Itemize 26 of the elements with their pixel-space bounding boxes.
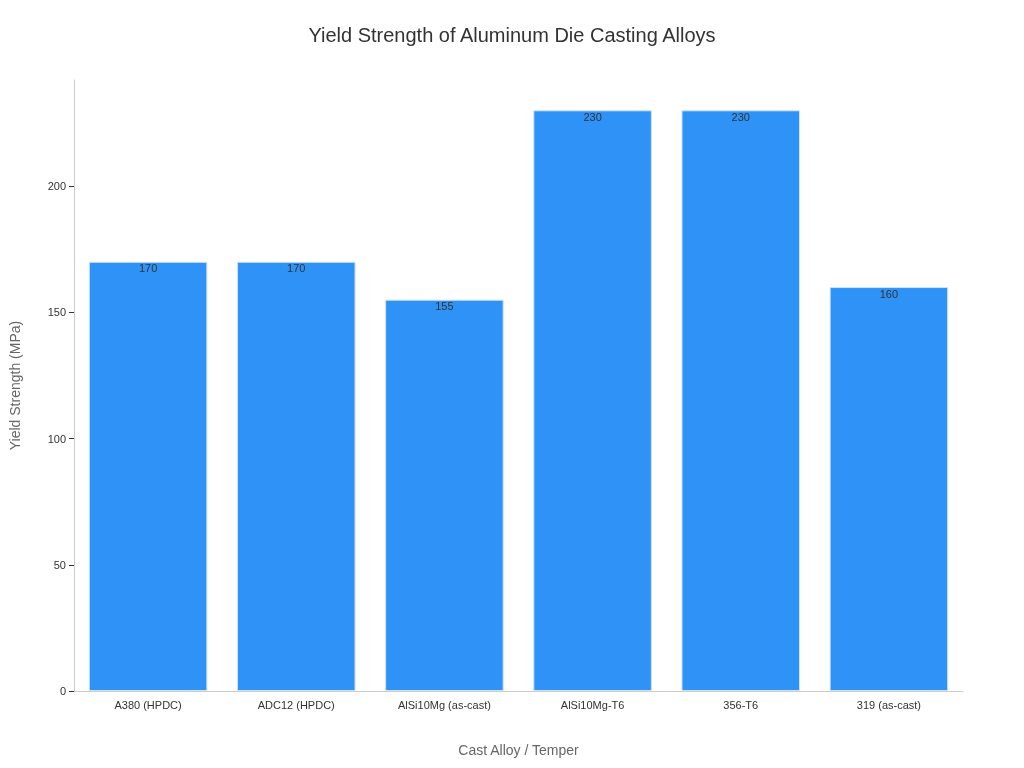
data-label: 160 <box>879 287 899 300</box>
x-tick-label: 319 (as-cast) <box>856 698 922 711</box>
bar <box>533 110 652 691</box>
x-tick-label: ADC12 (HPDC) <box>257 698 335 711</box>
x-tick-label: AlSi10Mg-T6 <box>560 698 625 711</box>
data-label: 170 <box>138 262 158 275</box>
bar <box>236 261 356 691</box>
y-tick-label: 50 <box>53 558 66 571</box>
bar <box>829 287 949 691</box>
y-tick-label: 150 <box>47 306 66 319</box>
y-tick-label: 200 <box>47 180 66 193</box>
data-label: 230 <box>583 110 602 123</box>
y-tick-label: 100 <box>47 432 66 445</box>
x-axis-title: Cast Alloy / Temper <box>458 742 579 758</box>
bar <box>385 299 504 691</box>
x-tick-label: A380 (HPDC) <box>114 698 182 711</box>
chart-title: Yield Strength of Aluminum Die Casting Alloys <box>308 24 716 46</box>
y-axis-title: Yield Strength (MPa) <box>7 320 23 451</box>
y-tick-label: 0 <box>59 685 66 697</box>
data-label: 170 <box>287 262 306 275</box>
x-tick-label: AlSi10Mg (as-cast) <box>397 698 491 711</box>
x-tick-label: 356-T6 <box>723 698 759 711</box>
data-label: 155 <box>435 300 454 313</box>
bar <box>88 261 208 691</box>
bar <box>681 110 801 691</box>
data-label: 230 <box>731 110 750 123</box>
